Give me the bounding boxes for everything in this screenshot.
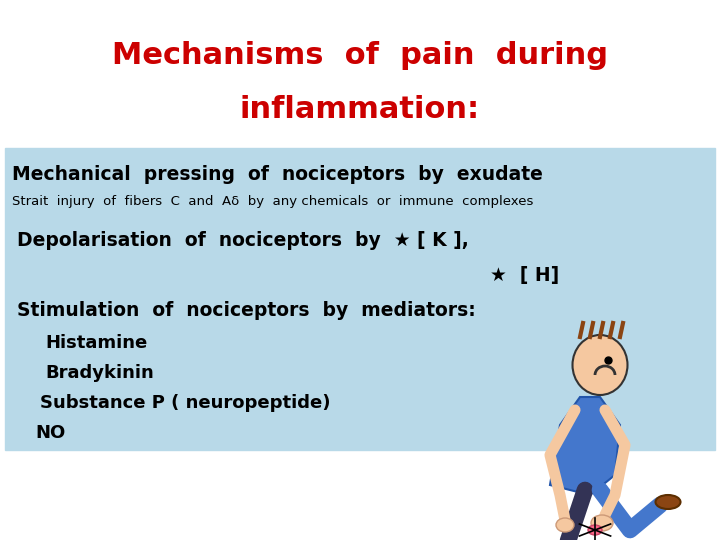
Text: Strait  injury  of  fibers  C  and  Aδ  by  any chemicals  or  immune  complexes: Strait injury of fibers C and Aδ by any …: [12, 195, 534, 208]
Text: Mechanisms  of  pain  during: Mechanisms of pain during: [112, 40, 608, 70]
Text: NO: NO: [35, 424, 66, 442]
Polygon shape: [550, 397, 620, 495]
Ellipse shape: [655, 495, 680, 509]
Text: Histamine: Histamine: [45, 334, 148, 352]
FancyBboxPatch shape: [5, 148, 715, 450]
Text: Substance P ( neuropeptide): Substance P ( neuropeptide): [40, 394, 330, 412]
Text: Stimulation  of  nociceptors  by  mediators:: Stimulation of nociceptors by mediators:: [17, 300, 476, 320]
Text: Bradykinin: Bradykinin: [45, 364, 154, 382]
Text: ★  [ H]: ★ [ H]: [490, 266, 559, 285]
Text: Mechanical  pressing  of  nociceptors  by  exudate: Mechanical pressing of nociceptors by ex…: [12, 165, 543, 185]
Ellipse shape: [572, 335, 628, 395]
Ellipse shape: [588, 525, 602, 535]
Ellipse shape: [591, 515, 613, 531]
Text: inflammation:: inflammation:: [240, 96, 480, 125]
Text: Depolarisation  of  nociceptors  by  ★ [ K ],: Depolarisation of nociceptors by ★ [ K ]…: [17, 231, 469, 249]
Ellipse shape: [556, 518, 574, 532]
